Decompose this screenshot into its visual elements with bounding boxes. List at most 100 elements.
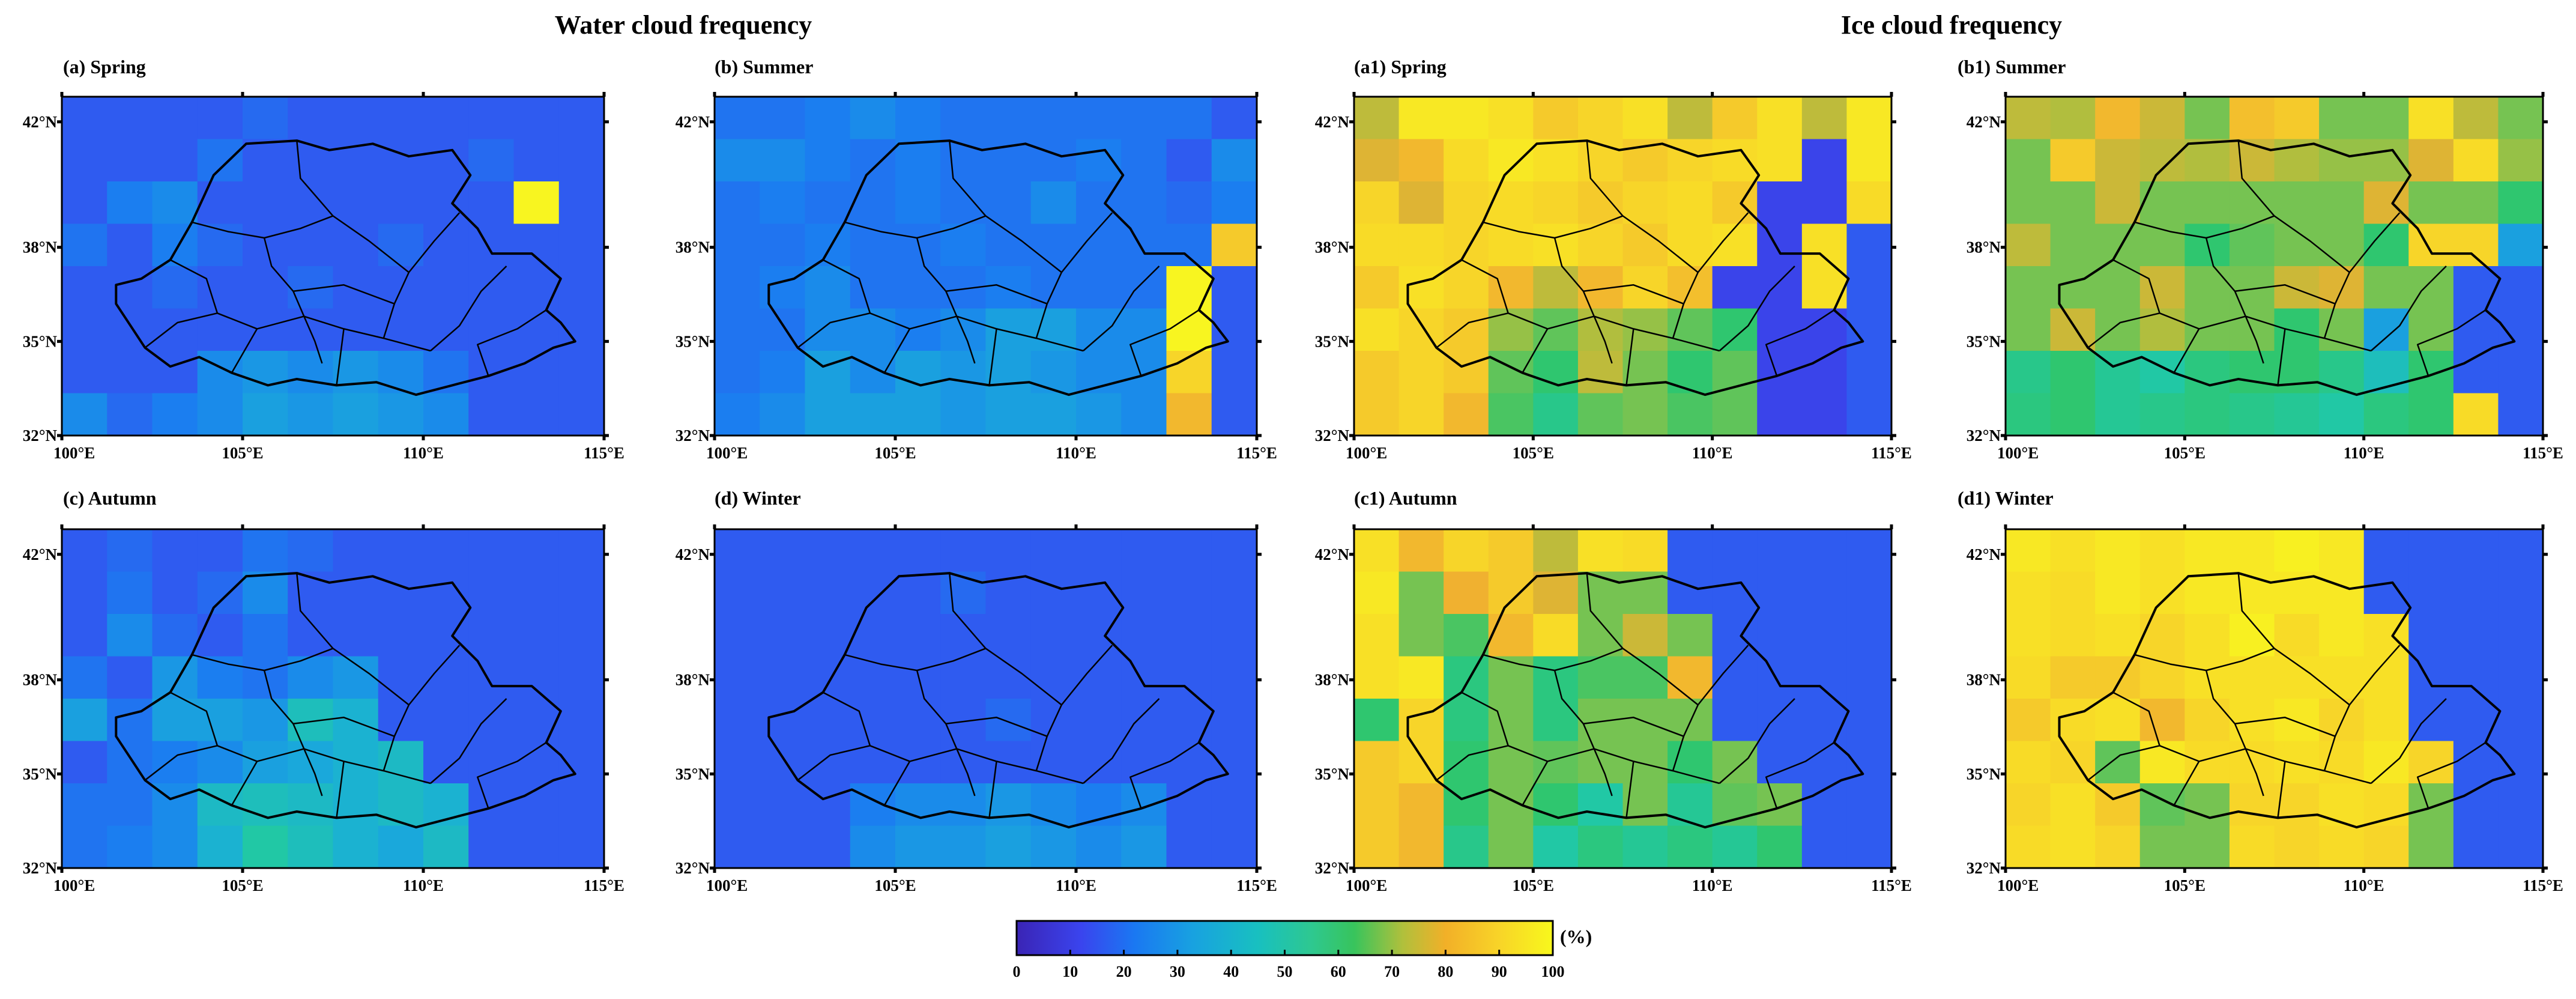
- grid-cell: [2184, 181, 2230, 225]
- map-frame: [713, 96, 1258, 437]
- grid-cell: [1712, 529, 1758, 572]
- grid-cell: [1398, 308, 1444, 351]
- grid-cell: [2139, 656, 2186, 699]
- grid-cell: [2498, 614, 2544, 657]
- grid-cell: [1846, 97, 1892, 140]
- grid-cell: [1801, 825, 1848, 869]
- grid-cell: [1398, 393, 1444, 436]
- grid-cell: [513, 266, 560, 309]
- grid-cell: [558, 351, 605, 394]
- grid-cell: [423, 97, 470, 140]
- sub-basin-boundary: [170, 259, 219, 314]
- grid-cell: [1577, 393, 1624, 436]
- grid-cell: [2139, 783, 2186, 827]
- grid-cell: [2095, 656, 2141, 699]
- sub-basin-boundary: [823, 259, 871, 314]
- grid-cell: [1211, 571, 1257, 615]
- grid-cell: [423, 825, 470, 869]
- grid-cell: [2453, 614, 2499, 657]
- sub-basin-boundary: [231, 328, 258, 374]
- sub-basin-boundary: [1586, 572, 1624, 649]
- lat-tick-label: 35°N: [1315, 332, 1350, 350]
- lon-tick-label: 110°E: [2344, 876, 2384, 894]
- panel-c-label: (c) Autumn: [63, 487, 157, 509]
- grid-cell: [288, 825, 334, 869]
- grid-cell: [1667, 308, 1713, 351]
- grid-cell: [1121, 308, 1167, 351]
- grid-cell: [513, 393, 560, 436]
- grid-cell: [2006, 529, 2051, 572]
- grid-cell: [1488, 571, 1534, 615]
- grid-cell: [760, 571, 806, 615]
- grid-cell: [513, 529, 560, 572]
- sub-basin-boundary: [916, 237, 976, 364]
- grid-cell: [243, 139, 289, 182]
- grid-cell: [850, 223, 896, 267]
- sub-basin-boundary: [430, 266, 507, 351]
- grid-cell: [895, 181, 942, 225]
- grid-cell: [1622, 181, 1668, 225]
- grid-cell: [423, 741, 470, 784]
- grid-cell: [2319, 181, 2365, 225]
- grid-cell: [152, 308, 198, 351]
- grid-cell: [378, 393, 424, 436]
- grid-cell: [2006, 571, 2051, 615]
- grid-cell: [2453, 139, 2499, 182]
- grid-cell: [1622, 825, 1668, 869]
- grid-cell: [1354, 783, 1400, 827]
- grid-cell: [62, 825, 108, 869]
- grid-cell: [1667, 783, 1713, 827]
- sub-basin-boundary: [883, 328, 911, 374]
- sub-basin-boundary: [2087, 745, 2371, 785]
- grid-cell: [1846, 393, 1892, 436]
- grid-cell: [62, 266, 108, 309]
- grid-cell: [378, 825, 424, 869]
- grid-cell: [197, 139, 243, 182]
- grid-cell: [985, 741, 1032, 784]
- map-frame: [713, 528, 1258, 869]
- sub-basin-boundary: [2112, 691, 2160, 746]
- grid-cell: [333, 181, 379, 225]
- grid-cell: [243, 97, 289, 140]
- grid-cell: [1622, 308, 1668, 351]
- grid-cell: [152, 393, 198, 436]
- grid-cell: [1166, 614, 1212, 657]
- lon-tick-label: 100°E: [53, 444, 95, 462]
- grid-cell: [940, 783, 987, 827]
- lat-tick-label: 42°N: [676, 113, 710, 131]
- grid-cell: [152, 741, 198, 784]
- grid-cell: [2319, 614, 2365, 657]
- lat-tick-label: 35°N: [676, 765, 710, 783]
- grid-cell: [1444, 181, 1489, 225]
- lat-tick-label: 42°N: [1315, 113, 1350, 131]
- grid-cell: [1488, 139, 1534, 182]
- grid-cell: [423, 139, 470, 182]
- grid-cell: [333, 656, 379, 699]
- grid-cell: [940, 393, 987, 436]
- sub-basin-boundary: [1765, 309, 1835, 377]
- grid-cell: [107, 571, 153, 615]
- sub-basin-boundary: [1622, 215, 1699, 273]
- grid-cell: [2050, 699, 2096, 742]
- grid-cell: [2229, 393, 2275, 436]
- grid-cell: [1533, 741, 1579, 784]
- grid-cell: [2453, 223, 2499, 267]
- lat-tick-label: 42°N: [676, 545, 710, 563]
- sub-basin-boundary: [1625, 329, 1634, 386]
- lon-tick-label: 105°E: [2164, 876, 2206, 894]
- grid-cell: [2363, 266, 2410, 309]
- grid-cell: [2229, 351, 2275, 394]
- grid-cell: [985, 308, 1032, 351]
- grid-cell: [940, 223, 987, 267]
- grid-cell: [243, 825, 289, 869]
- grid-cell: [558, 825, 605, 869]
- grid-cell: [2408, 139, 2454, 182]
- panel-d1-label: (d1) Winter: [1958, 487, 2054, 509]
- grid-cell: [1488, 181, 1534, 225]
- grid-cell: [62, 783, 108, 827]
- grid-cell: [2319, 783, 2365, 827]
- sub-basin-boundary: [1436, 745, 1720, 785]
- sub-basin-boundary: [2273, 648, 2350, 706]
- grid-cell: [2453, 181, 2499, 225]
- grid-cell: [1846, 223, 1892, 267]
